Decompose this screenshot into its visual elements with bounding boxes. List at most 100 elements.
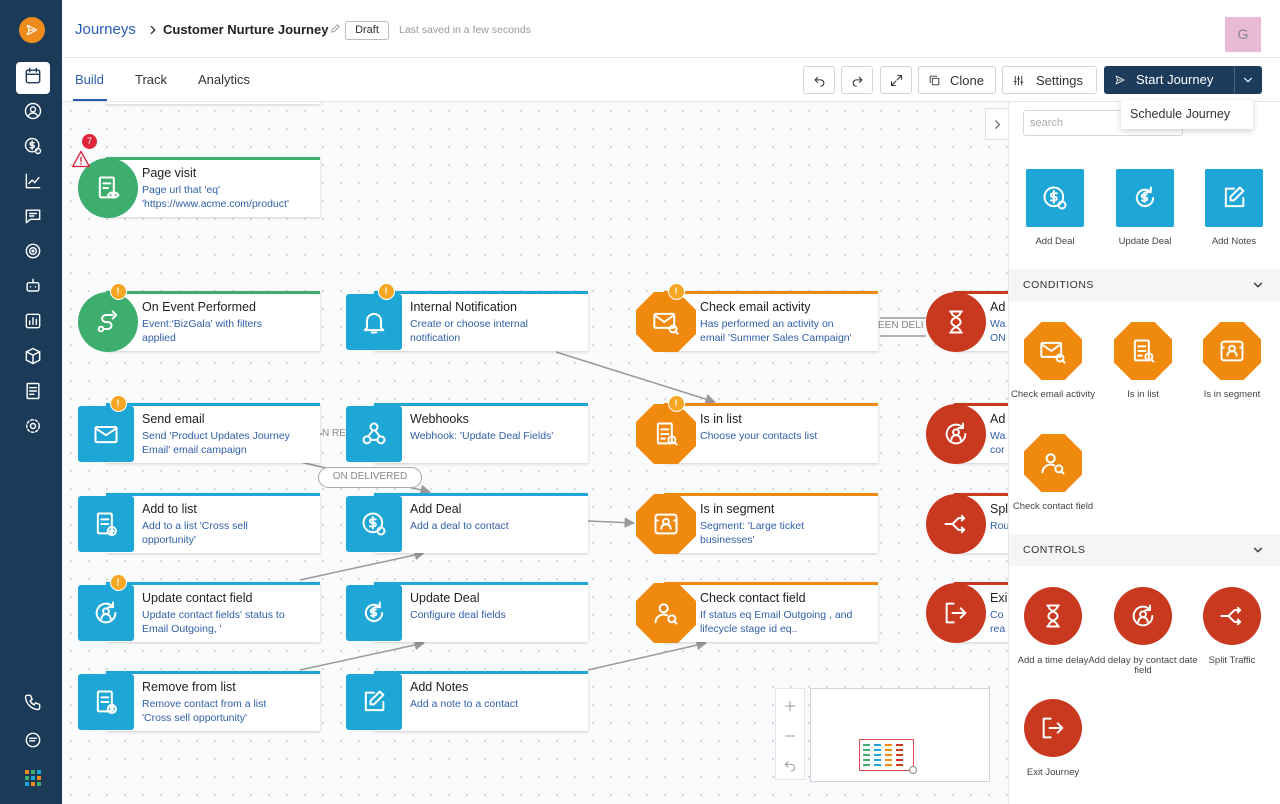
icon-part bbox=[1220, 340, 1244, 362]
icon-button[interactable] bbox=[880, 66, 912, 94]
icon bbox=[96, 512, 117, 537]
journey-node[interactable]: Page visit Page url that 'eq' 'https://www… bbox=[106, 157, 320, 217]
icon bbox=[1243, 77, 1253, 83]
palette-item[interactable] bbox=[1114, 587, 1172, 645]
node-shape bbox=[346, 585, 402, 641]
minimap-node bbox=[874, 749, 881, 751]
icon-part bbox=[890, 74, 903, 87]
journey-node[interactable]: Check contact field If status eq Email Ou… bbox=[664, 582, 878, 642]
icon-part bbox=[1040, 343, 1063, 352]
edge bbox=[299, 639, 426, 671]
icon-part bbox=[1135, 188, 1155, 207]
icon bbox=[1253, 282, 1263, 288]
node-card bbox=[374, 582, 588, 642]
icon-button[interactable] bbox=[803, 66, 835, 94]
breadcrumb[interactable]: Journeys bbox=[75, 21, 136, 38]
tab[interactable]: Build bbox=[75, 72, 104, 87]
icon-button[interactable] bbox=[841, 66, 873, 94]
apps-dot bbox=[31, 782, 35, 786]
icon bbox=[852, 76, 863, 87]
icon-part bbox=[368, 516, 377, 530]
node-desc: Choose your contacts list bbox=[700, 430, 818, 442]
icon-part bbox=[362, 435, 372, 445]
icon-part bbox=[653, 314, 676, 323]
icon-part bbox=[1055, 353, 1065, 363]
nav-active[interactable] bbox=[16, 62, 50, 94]
section-header[interactable]: CONDITIONS bbox=[1009, 269, 1280, 301]
icon-part bbox=[363, 312, 385, 332]
node-title: Exi bbox=[990, 591, 1008, 605]
section-header[interactable]: CONTROLS bbox=[1009, 534, 1280, 566]
journey-node[interactable]: Check email activity Has performed an act… bbox=[664, 291, 878, 351]
palette-label: Is in list bbox=[1127, 389, 1159, 400]
journey-node[interactable]: Add Notes Add a note to a contact bbox=[374, 671, 588, 731]
icon bbox=[654, 513, 678, 535]
icon-part bbox=[102, 182, 112, 189]
warning-badge bbox=[378, 283, 395, 300]
palette-item[interactable] bbox=[1026, 169, 1084, 227]
journey-node[interactable]: Add Deal Add a deal to contact bbox=[374, 493, 588, 553]
journey-node[interactable]: Webhooks Webhook: 'Update Deal Fields' bbox=[374, 403, 588, 463]
journey-node[interactable]: Send email Send 'Product Updates Journey E… bbox=[106, 403, 320, 463]
tab[interactable]: Analytics bbox=[198, 72, 251, 87]
journey-node[interactable]: Update contact field Update contact field… bbox=[106, 582, 320, 642]
tab[interactable]: Track bbox=[135, 72, 168, 87]
node-title: Ad bbox=[990, 300, 1006, 314]
journey-node[interactable]: Is in list Choose your contacts list bbox=[664, 403, 878, 463]
icon-part bbox=[1243, 77, 1253, 83]
journey-node[interactable]: Update Deal Configure deal fields bbox=[374, 582, 588, 642]
icon-part bbox=[1236, 606, 1242, 626]
palette-item[interactable] bbox=[1203, 587, 1261, 645]
node-shape bbox=[78, 406, 134, 462]
journey-node[interactable]: On Event Performed Event:'BizGala' with f… bbox=[106, 291, 320, 351]
icon-part bbox=[107, 601, 114, 609]
icon bbox=[1041, 453, 1065, 475]
start-button[interactable]: Start Journey bbox=[1104, 66, 1262, 94]
icon-part bbox=[100, 518, 110, 525]
journey-node[interactable]: Remove from list Remove contact from a li… bbox=[106, 671, 320, 731]
palette-item[interactable] bbox=[1205, 169, 1263, 227]
node-shape bbox=[636, 583, 696, 643]
collapse-button[interactable] bbox=[985, 108, 1008, 140]
node-shape bbox=[78, 585, 134, 641]
journey-node[interactable]: Is in segment Segment: 'Large ticket busin… bbox=[664, 493, 878, 553]
icon-part bbox=[376, 435, 386, 445]
icon bbox=[995, 120, 1000, 129]
journey-node[interactable]: Add to list Add to a list 'Cross sell oppo… bbox=[106, 493, 320, 553]
node-title: Add Deal bbox=[410, 502, 462, 516]
node-card bbox=[106, 291, 320, 351]
journey-node[interactable]: Internal Notification Create or choose in… bbox=[374, 291, 588, 351]
icon-part bbox=[26, 24, 38, 36]
palette-item[interactable] bbox=[1116, 169, 1174, 227]
minimap-node bbox=[885, 759, 892, 761]
palette-item[interactable] bbox=[1114, 322, 1172, 380]
icon-part bbox=[106, 703, 117, 715]
icon bbox=[784, 700, 796, 712]
logo[interactable] bbox=[19, 17, 45, 43]
icon-part bbox=[1060, 470, 1065, 475]
palette-item[interactable] bbox=[1203, 322, 1261, 380]
warning-badge bbox=[668, 395, 685, 412]
icon-part bbox=[24, 137, 40, 153]
node-shape bbox=[636, 404, 696, 464]
icon bbox=[675, 287, 677, 295]
icon bbox=[890, 74, 903, 87]
palette-item[interactable] bbox=[1024, 322, 1082, 380]
icon bbox=[362, 422, 386, 445]
node-desc: Add a note to a contact bbox=[410, 698, 518, 710]
icon-part bbox=[950, 434, 962, 441]
palette-item[interactable] bbox=[1024, 587, 1082, 645]
node-desc: lifecycle stage id eq.. bbox=[700, 623, 798, 635]
palette-item[interactable] bbox=[1024, 434, 1082, 492]
icon-part bbox=[660, 523, 672, 530]
palette-item[interactable] bbox=[1024, 699, 1082, 757]
schedule-menu[interactable]: Schedule Journey bbox=[1121, 100, 1253, 129]
icon-part bbox=[1045, 453, 1056, 464]
minimap-node bbox=[896, 764, 903, 766]
avatar[interactable]: G bbox=[1225, 17, 1261, 52]
minimap-node bbox=[863, 744, 870, 746]
settings-button[interactable]: Settings bbox=[1002, 66, 1097, 94]
canvas: ON DELIVERED EEN DELI N REP Page visit Page … bbox=[62, 102, 1008, 804]
clone-button[interactable]: Clone bbox=[918, 66, 996, 94]
